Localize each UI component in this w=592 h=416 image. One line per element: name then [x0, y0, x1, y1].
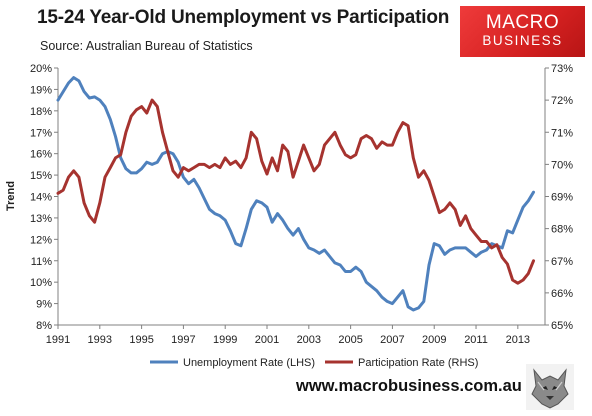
wolf-logo-icon — [526, 364, 574, 410]
x-tick-label: 2007 — [380, 334, 404, 346]
logo-line-1: MACRO — [485, 12, 560, 33]
right-tick-label: 68% — [551, 224, 573, 236]
left-tick-label: 16% — [30, 149, 52, 161]
x-tick-label: 1991 — [46, 334, 70, 346]
macrobusiness-logo: MACRO BUSINESS — [460, 6, 585, 57]
x-tick-label: 2001 — [255, 334, 279, 346]
legend-label-unemployment: Unemployment Rate (LHS) — [183, 357, 315, 369]
left-tick-label: 12% — [30, 234, 52, 246]
left-tick-label: 20% — [30, 63, 52, 75]
legend: Unemployment Rate (LHS) Participation Rat… — [150, 357, 478, 369]
left-tick-label: 10% — [30, 277, 52, 289]
x-tick-label: 1995 — [129, 334, 153, 346]
x-tick-label: 2003 — [297, 334, 321, 346]
left-tick-label: 14% — [30, 192, 52, 204]
right-tick-label: 71% — [551, 127, 573, 139]
left-tick-label: 9% — [36, 299, 52, 311]
right-tick-label: 67% — [551, 256, 573, 268]
x-tick-label: 2005 — [338, 334, 362, 346]
x-tick-label: 2013 — [506, 334, 530, 346]
right-tick-label: 72% — [551, 95, 573, 107]
right-tick-label: 65% — [551, 320, 573, 332]
x-tick-label: 1993 — [88, 334, 112, 346]
x-tick-label: 2011 — [464, 334, 488, 346]
left-tick-label: 18% — [30, 106, 52, 118]
y-axis-label: Trend — [5, 181, 17, 211]
series-lines — [56, 76, 535, 312]
x-tick-label: 1997 — [171, 334, 195, 346]
legend-label-participation: Participation Rate (RHS) — [358, 357, 478, 369]
right-tick-label: 70% — [551, 159, 573, 171]
right-tick-label: 66% — [551, 288, 573, 300]
logo-line-2: BUSINESS — [482, 33, 563, 48]
left-tick-label: 13% — [30, 213, 52, 225]
x-tick-label: 2009 — [422, 334, 446, 346]
left-tick-label: 8% — [36, 320, 52, 332]
right-tick-label: 69% — [551, 192, 573, 204]
left-tick-label: 19% — [30, 84, 52, 96]
participation-rate-line — [56, 98, 535, 285]
chart-title: 15-24 Year-Old Unemployment vs Participa… — [37, 7, 450, 28]
left-tick-label: 11% — [31, 256, 52, 268]
axes: 8% 9% 10% 11% 12% 13% 14% 15% 16% 17% 18% 19% 20% 65%… — [30, 63, 573, 346]
unemployment-rate-line — [56, 76, 535, 312]
left-tick-label: 15% — [30, 170, 52, 182]
x-tick-label: 1999 — [213, 334, 237, 346]
website-url: www.macrobusiness.com.au — [296, 377, 522, 395]
chart-subtitle: Source: Australian Bureau of Statistics — [40, 39, 253, 53]
right-tick-label: 73% — [551, 63, 573, 75]
left-tick-label: 17% — [30, 127, 52, 139]
